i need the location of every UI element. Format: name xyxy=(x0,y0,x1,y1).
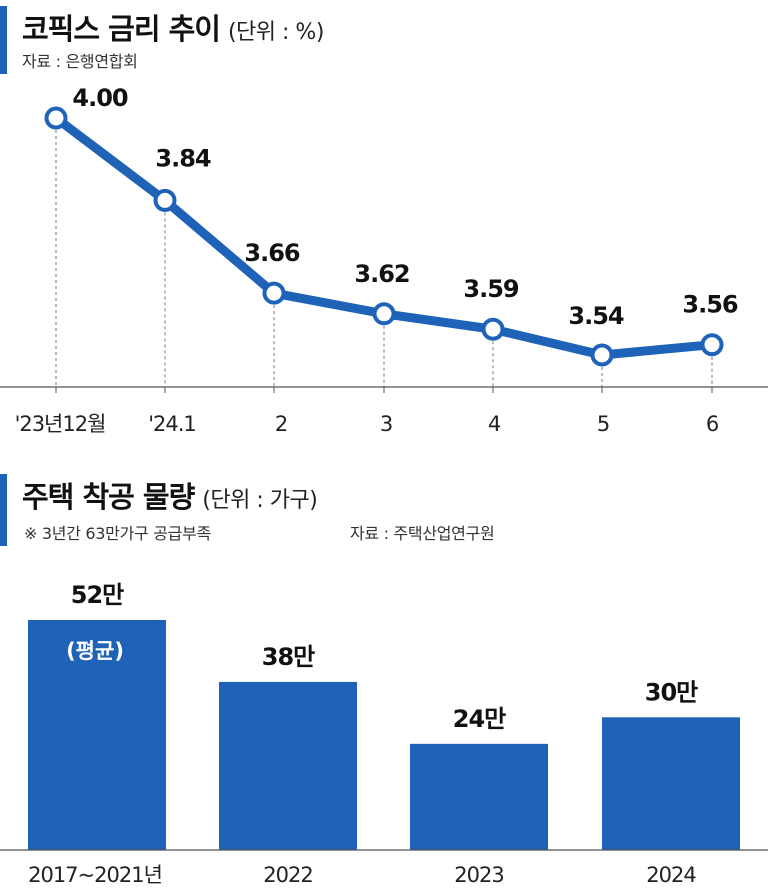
data-label: 4.00 xyxy=(72,84,128,112)
data-label: 3.62 xyxy=(354,260,409,288)
data-point xyxy=(590,343,614,367)
data-point xyxy=(481,317,505,341)
x-tick-label: 2024 xyxy=(646,863,696,887)
bar xyxy=(28,620,166,850)
x-tick-label: 2017~2021년 xyxy=(28,863,162,887)
x-tick-label: 4 xyxy=(488,412,501,436)
data-point xyxy=(44,106,68,130)
bar-value-label: 52만 xyxy=(71,581,124,609)
bar xyxy=(219,681,357,850)
bar-value-label: 38만 xyxy=(262,643,315,671)
x-tick-label: 2023 xyxy=(454,863,503,887)
bar xyxy=(602,717,740,850)
rate-title-row: 코픽스 금리 추이 (단위 : %) xyxy=(22,6,324,48)
housing-note: ※ 3년간 63만가구 공급부족 xyxy=(24,524,211,543)
data-label: 3.54 xyxy=(568,302,624,330)
data-label: 3.66 xyxy=(244,239,300,267)
housing-chart-unit: (단위 : 가구) xyxy=(202,488,318,513)
data-point xyxy=(700,333,724,357)
rate-line-chart: 4.00 3.84 3.66 3.62 3.59 3.54 3.56 '23년12월 '24.1… xyxy=(0,84,768,436)
x-tick-label: '24.1 xyxy=(148,412,196,436)
bar-average-label: (평균) xyxy=(66,639,124,663)
data-label: 3.56 xyxy=(682,291,738,319)
data-point xyxy=(153,188,177,212)
x-tick-label: 5 xyxy=(597,412,609,436)
x-tick-label: 3 xyxy=(380,412,392,436)
housing-title-row: 주택 착공 물량 (단위 : 가구) xyxy=(22,474,318,516)
accent-bar-rate xyxy=(0,6,7,74)
x-tick-label: '23년12월 xyxy=(15,412,106,436)
data-label: 3.59 xyxy=(463,275,519,303)
accent-bar-housing xyxy=(0,474,7,546)
bar-value-label: 24만 xyxy=(453,705,506,733)
housing-chart-title: 주택 착공 물량 xyxy=(22,480,195,514)
bar-value-label: 30만 xyxy=(645,678,698,706)
bar xyxy=(410,743,548,850)
x-tick-label: 2022 xyxy=(263,863,312,887)
rate-chart-unit: (단위 : %) xyxy=(227,20,324,45)
x-tick-label: 6 xyxy=(706,412,719,436)
data-point xyxy=(372,302,396,326)
data-label: 3.84 xyxy=(155,144,211,172)
rate-chart-title: 코픽스 금리 추이 xyxy=(22,12,221,46)
data-point xyxy=(262,281,286,305)
rate-source: 자료 : 은행연합회 xyxy=(22,52,138,71)
housing-source: 자료 : 주택산업연구원 xyxy=(350,524,495,543)
x-tick-label: 2 xyxy=(275,412,287,436)
